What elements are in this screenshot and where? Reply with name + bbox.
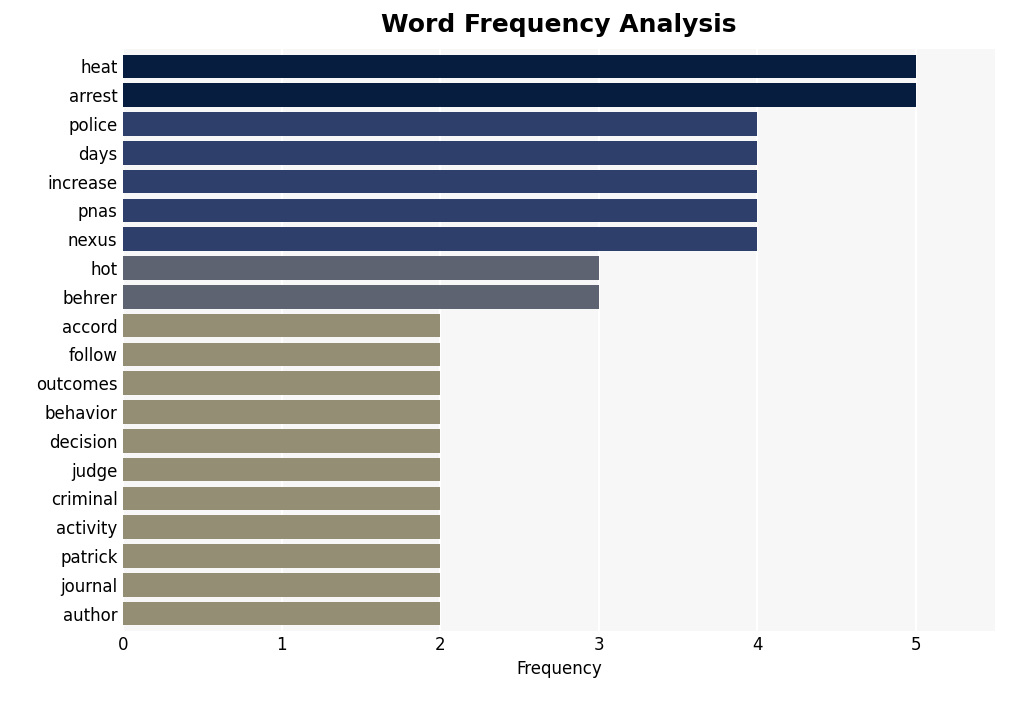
Bar <box>123 573 440 597</box>
Bar <box>123 372 440 395</box>
Bar <box>123 314 440 337</box>
Bar <box>123 83 916 107</box>
Bar <box>123 198 757 222</box>
Bar <box>123 55 916 78</box>
Title: Word Frequency Analysis: Word Frequency Analysis <box>382 13 737 37</box>
Bar <box>123 458 440 482</box>
Bar <box>123 486 440 510</box>
Bar <box>123 544 440 568</box>
X-axis label: Frequency: Frequency <box>516 660 602 678</box>
Bar <box>123 343 440 366</box>
Bar <box>123 601 440 625</box>
Bar <box>123 227 757 251</box>
Bar <box>123 429 440 453</box>
Bar <box>123 170 757 193</box>
Bar <box>123 285 599 308</box>
Bar <box>123 141 757 165</box>
Bar <box>123 256 599 280</box>
Bar <box>123 112 757 136</box>
Bar <box>123 400 440 424</box>
Bar <box>123 515 440 539</box>
